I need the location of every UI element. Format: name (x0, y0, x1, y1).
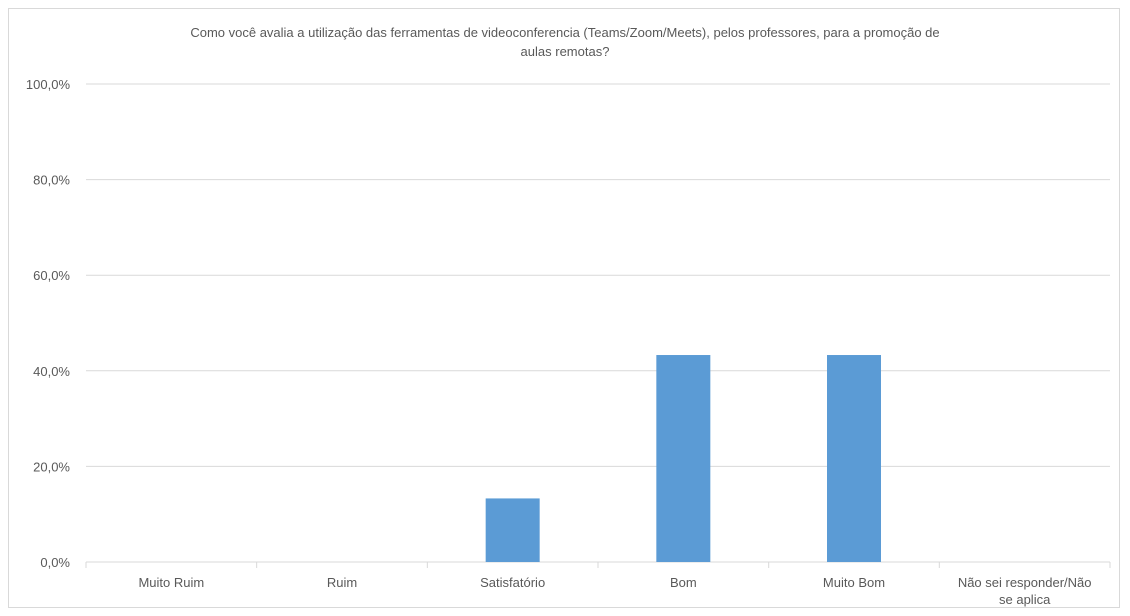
x-tick-label: Muito Ruim (138, 575, 204, 590)
chart-frame (8, 8, 1120, 608)
bar-2 (485, 498, 540, 562)
y-tick-label: 60,0% (33, 268, 70, 283)
bar-3 (656, 355, 711, 562)
y-axis-ticks: 0,0% 20,0% 40,0% 60,0% 80,0% 100,0% (26, 77, 71, 570)
y-tick-label: 40,0% (33, 364, 70, 379)
chart-title-line: aulas remotas? (521, 44, 610, 59)
bars (485, 355, 881, 562)
y-tick-label: 80,0% (33, 173, 70, 188)
x-axis-ticks: Muito Ruim Ruim Satisfatório Bom Muito Bom Nã… (138, 575, 1091, 607)
x-tick-label: Satisfatório (480, 575, 545, 590)
y-tick-label: 20,0% (33, 459, 70, 474)
y-tick-label: 100,0% (26, 77, 71, 92)
bar-4 (827, 355, 881, 562)
x-tick-label: Não sei responder/Não (958, 575, 1092, 590)
y-tick-label: 0,0% (40, 555, 70, 570)
x-tick-label: Muito Bom (823, 575, 885, 590)
x-tick-label: se aplica (999, 592, 1051, 607)
chart-title-line: Como você avalia a utilização das ferram… (190, 25, 939, 40)
chart-title: Como você avalia a utilização das ferram… (190, 25, 939, 59)
x-tick-label: Bom (670, 575, 697, 590)
x-tick-label: Ruim (327, 575, 357, 590)
gridlines (85, 83, 1111, 568)
